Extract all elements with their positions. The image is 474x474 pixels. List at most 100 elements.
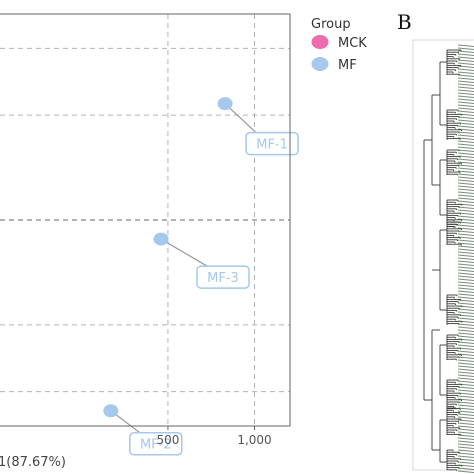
dendrogram-leaf xyxy=(457,101,474,104)
legend-label: MCK xyxy=(338,36,367,51)
dendrogram-leaf xyxy=(457,251,474,254)
point-label-box xyxy=(196,265,250,289)
dendrogram-leaf xyxy=(457,227,474,230)
dendrogram-leaf xyxy=(457,197,474,200)
dendrogram-leaf xyxy=(457,323,474,326)
point-label: MF-1 xyxy=(245,131,299,156)
point-label-text: MF-3 xyxy=(207,271,239,286)
dendrogram-leaf xyxy=(457,179,474,182)
dendrogram-leaf xyxy=(457,464,474,467)
dendrogram-leaf xyxy=(457,212,474,215)
dendrogram-leaf xyxy=(457,44,474,47)
dendrogram-leaf xyxy=(457,281,474,284)
label-connector xyxy=(224,103,257,134)
dendrogram-leaf xyxy=(457,173,474,176)
dendrogram-leaf xyxy=(457,230,474,233)
dendrogram-leaf xyxy=(457,206,474,209)
point-labels: MF-1 MF-3 MF-2 xyxy=(129,131,299,456)
dendrogram-panel: B xyxy=(397,10,474,473)
dendrogram-leaf xyxy=(457,185,474,188)
dendrogram-leaf xyxy=(457,125,474,128)
data-point xyxy=(103,404,119,418)
dendrogram-leaf xyxy=(457,284,474,287)
dendrogram-leaf xyxy=(457,347,474,350)
dendrogram-leaf xyxy=(457,47,474,50)
dendrogram-leaf xyxy=(457,233,474,236)
dendrogram-leaf xyxy=(457,239,474,242)
dendrogram-leaf xyxy=(457,266,474,269)
dendrogram-leaf xyxy=(457,113,474,116)
dendrogram-leaf xyxy=(457,74,474,77)
dendrogram-leaf xyxy=(457,263,474,266)
dendrogram-leaf xyxy=(457,359,474,362)
dendrogram-leaf xyxy=(457,443,474,446)
point-label-text: MF-2 xyxy=(140,438,172,453)
point-label: MF-2 xyxy=(129,431,183,456)
dendrogram-leaf xyxy=(457,203,474,206)
scatter-plot-panel: MF-1 MF-3 MF-2 500 1,000 1(87.67%) xyxy=(0,13,299,470)
dendrogram-leaf xyxy=(457,107,474,110)
dendrogram-leaf xyxy=(457,50,474,53)
dendrogram-leaf xyxy=(457,329,474,332)
dendrogram-leaf xyxy=(457,461,474,464)
data-points xyxy=(103,97,233,418)
dendrogram-leaf xyxy=(457,260,474,263)
x-axis-label: 1(87.67%) xyxy=(0,455,66,470)
dendrogram-leaf xyxy=(457,110,474,113)
dendrogram-leaf xyxy=(457,377,474,380)
dendrogram-leaf xyxy=(457,371,474,374)
dendrogram-leaf xyxy=(457,317,474,320)
dendrogram-leaf xyxy=(457,380,474,383)
dendrogram-leaf xyxy=(457,242,474,245)
dendrogram-leaf xyxy=(457,248,474,251)
dendrogram-leaf xyxy=(457,176,474,179)
dendrogram-leaf xyxy=(457,290,474,293)
dendrogram-leaf xyxy=(457,245,474,248)
dendrogram-leaf xyxy=(457,425,474,428)
dendrogram-leaf xyxy=(457,254,474,257)
legend-title: Group xyxy=(311,17,351,32)
dendrogram-leaf xyxy=(457,302,474,305)
dendrogram-leaf xyxy=(457,416,474,419)
x-tick-label: 500 xyxy=(156,433,179,447)
plot-border xyxy=(0,13,291,427)
dendrogram-leaf xyxy=(457,146,474,149)
data-point xyxy=(217,97,233,111)
grid-lines xyxy=(0,14,290,426)
dendrogram-leaf xyxy=(457,446,474,449)
dendrogram-leaf xyxy=(457,257,474,260)
dendrogram-leaf xyxy=(457,134,474,137)
legend: Group MCK MF xyxy=(311,17,367,73)
point-label-box xyxy=(129,431,183,456)
point-label-box xyxy=(245,131,299,156)
dendrogram-leaf xyxy=(457,449,474,452)
dendrogram-leaf xyxy=(457,221,474,224)
dendrogram-leaf xyxy=(457,296,474,299)
dendrogram-leaf xyxy=(457,299,474,302)
dendrogram-leaf xyxy=(457,98,474,101)
dendrogram-leaf xyxy=(457,326,474,329)
dendrogram-tree xyxy=(423,44,474,473)
dendrogram-leaf xyxy=(457,344,474,347)
dendrogram-leaf xyxy=(457,452,474,455)
dendrogram-leaf xyxy=(457,155,474,158)
dendrogram-leaf xyxy=(457,368,474,371)
dendrogram-leaf xyxy=(457,65,474,68)
dendrogram-leaf xyxy=(457,143,474,146)
dendrogram-leaf xyxy=(457,269,474,272)
dendrogram-leaf xyxy=(457,428,474,431)
point-label: MF-3 xyxy=(196,265,250,289)
legend-entries: MCK MF xyxy=(311,35,367,73)
dendrogram-leaf xyxy=(457,407,474,410)
dendrogram-leaf xyxy=(457,419,474,422)
dendrogram-leaf xyxy=(457,83,474,86)
dendrogram-leaf xyxy=(457,128,474,131)
dendrogram-leaf xyxy=(457,92,474,95)
dendrogram-leaf xyxy=(457,431,474,434)
dendrogram-leaf xyxy=(457,275,474,278)
dendrogram-leaf xyxy=(457,158,474,161)
dendrogram-leaf xyxy=(457,350,474,353)
dendrogram-leaf xyxy=(457,104,474,107)
dendrogram-leaf xyxy=(457,71,474,74)
dendrogram-leaf xyxy=(457,224,474,227)
